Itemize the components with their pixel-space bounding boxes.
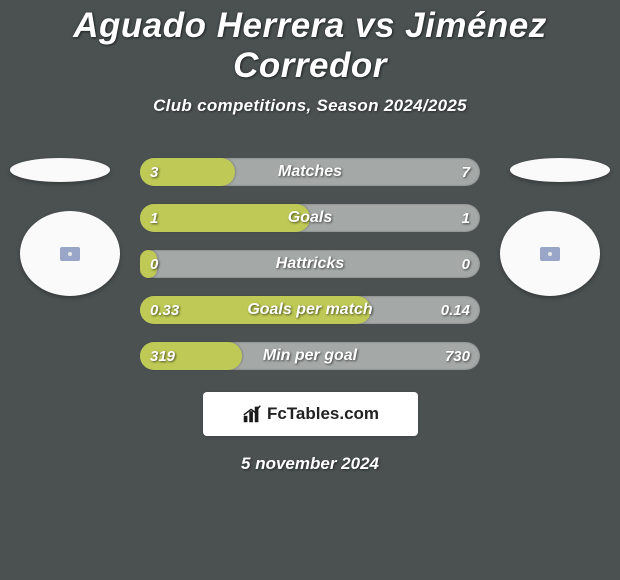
stat-right-value: 1 [462,210,470,227]
page-title: Aguado Herrera vs Jiménez Corredor [0,6,620,86]
player2-badge-small [510,158,610,182]
comparison-card: Aguado Herrera vs Jiménez Corredor Club … [0,0,620,580]
player1-avatar [20,211,120,296]
stat-left-value: 3 [150,164,158,181]
stat-label: Matches [278,163,342,181]
player2-avatar [500,211,600,296]
stat-bar: 0.33 Goals per match 0.14 [140,296,480,324]
stat-label: Goals per match [247,301,372,319]
content-area: 3 Matches 7 1 Goals 1 0 Hattricks 0 0.33 Goals per… [0,148,620,474]
stat-bar: 0 Hattricks 0 [140,250,480,278]
player1-avatar-placeholder-icon [60,247,80,261]
stat-left-value: 0.33 [150,302,179,319]
stat-right-value: 0.14 [441,302,470,319]
player2-avatar-placeholder-icon [540,247,560,261]
stat-bar: 319 Min per goal 730 [140,342,480,370]
brand-badge[interactable]: FcTables.com [203,392,418,436]
stat-left-value: 1 [150,210,158,227]
stat-bar: 3 Matches 7 [140,158,480,186]
stat-label: Goals [288,209,332,227]
player1-badge-small [10,158,110,182]
brand-bars-icon [241,403,263,425]
brand-label: FcTables.com [267,404,379,424]
stat-right-value: 730 [445,348,470,365]
stat-left-value: 319 [150,348,175,365]
stat-bar: 1 Goals 1 [140,204,480,232]
stat-label: Min per goal [263,347,357,365]
stat-bar-fill [140,204,310,232]
stat-label: Hattricks [276,255,344,273]
subtitle: Club competitions, Season 2024/2025 [0,96,620,116]
stats-bars: 3 Matches 7 1 Goals 1 0 Hattricks 0 0.33 Goals per… [140,148,480,370]
stat-right-value: 0 [462,256,470,273]
stat-right-value: 7 [462,164,470,181]
date-text: 5 november 2024 [0,454,620,474]
stat-left-value: 0 [150,256,158,273]
